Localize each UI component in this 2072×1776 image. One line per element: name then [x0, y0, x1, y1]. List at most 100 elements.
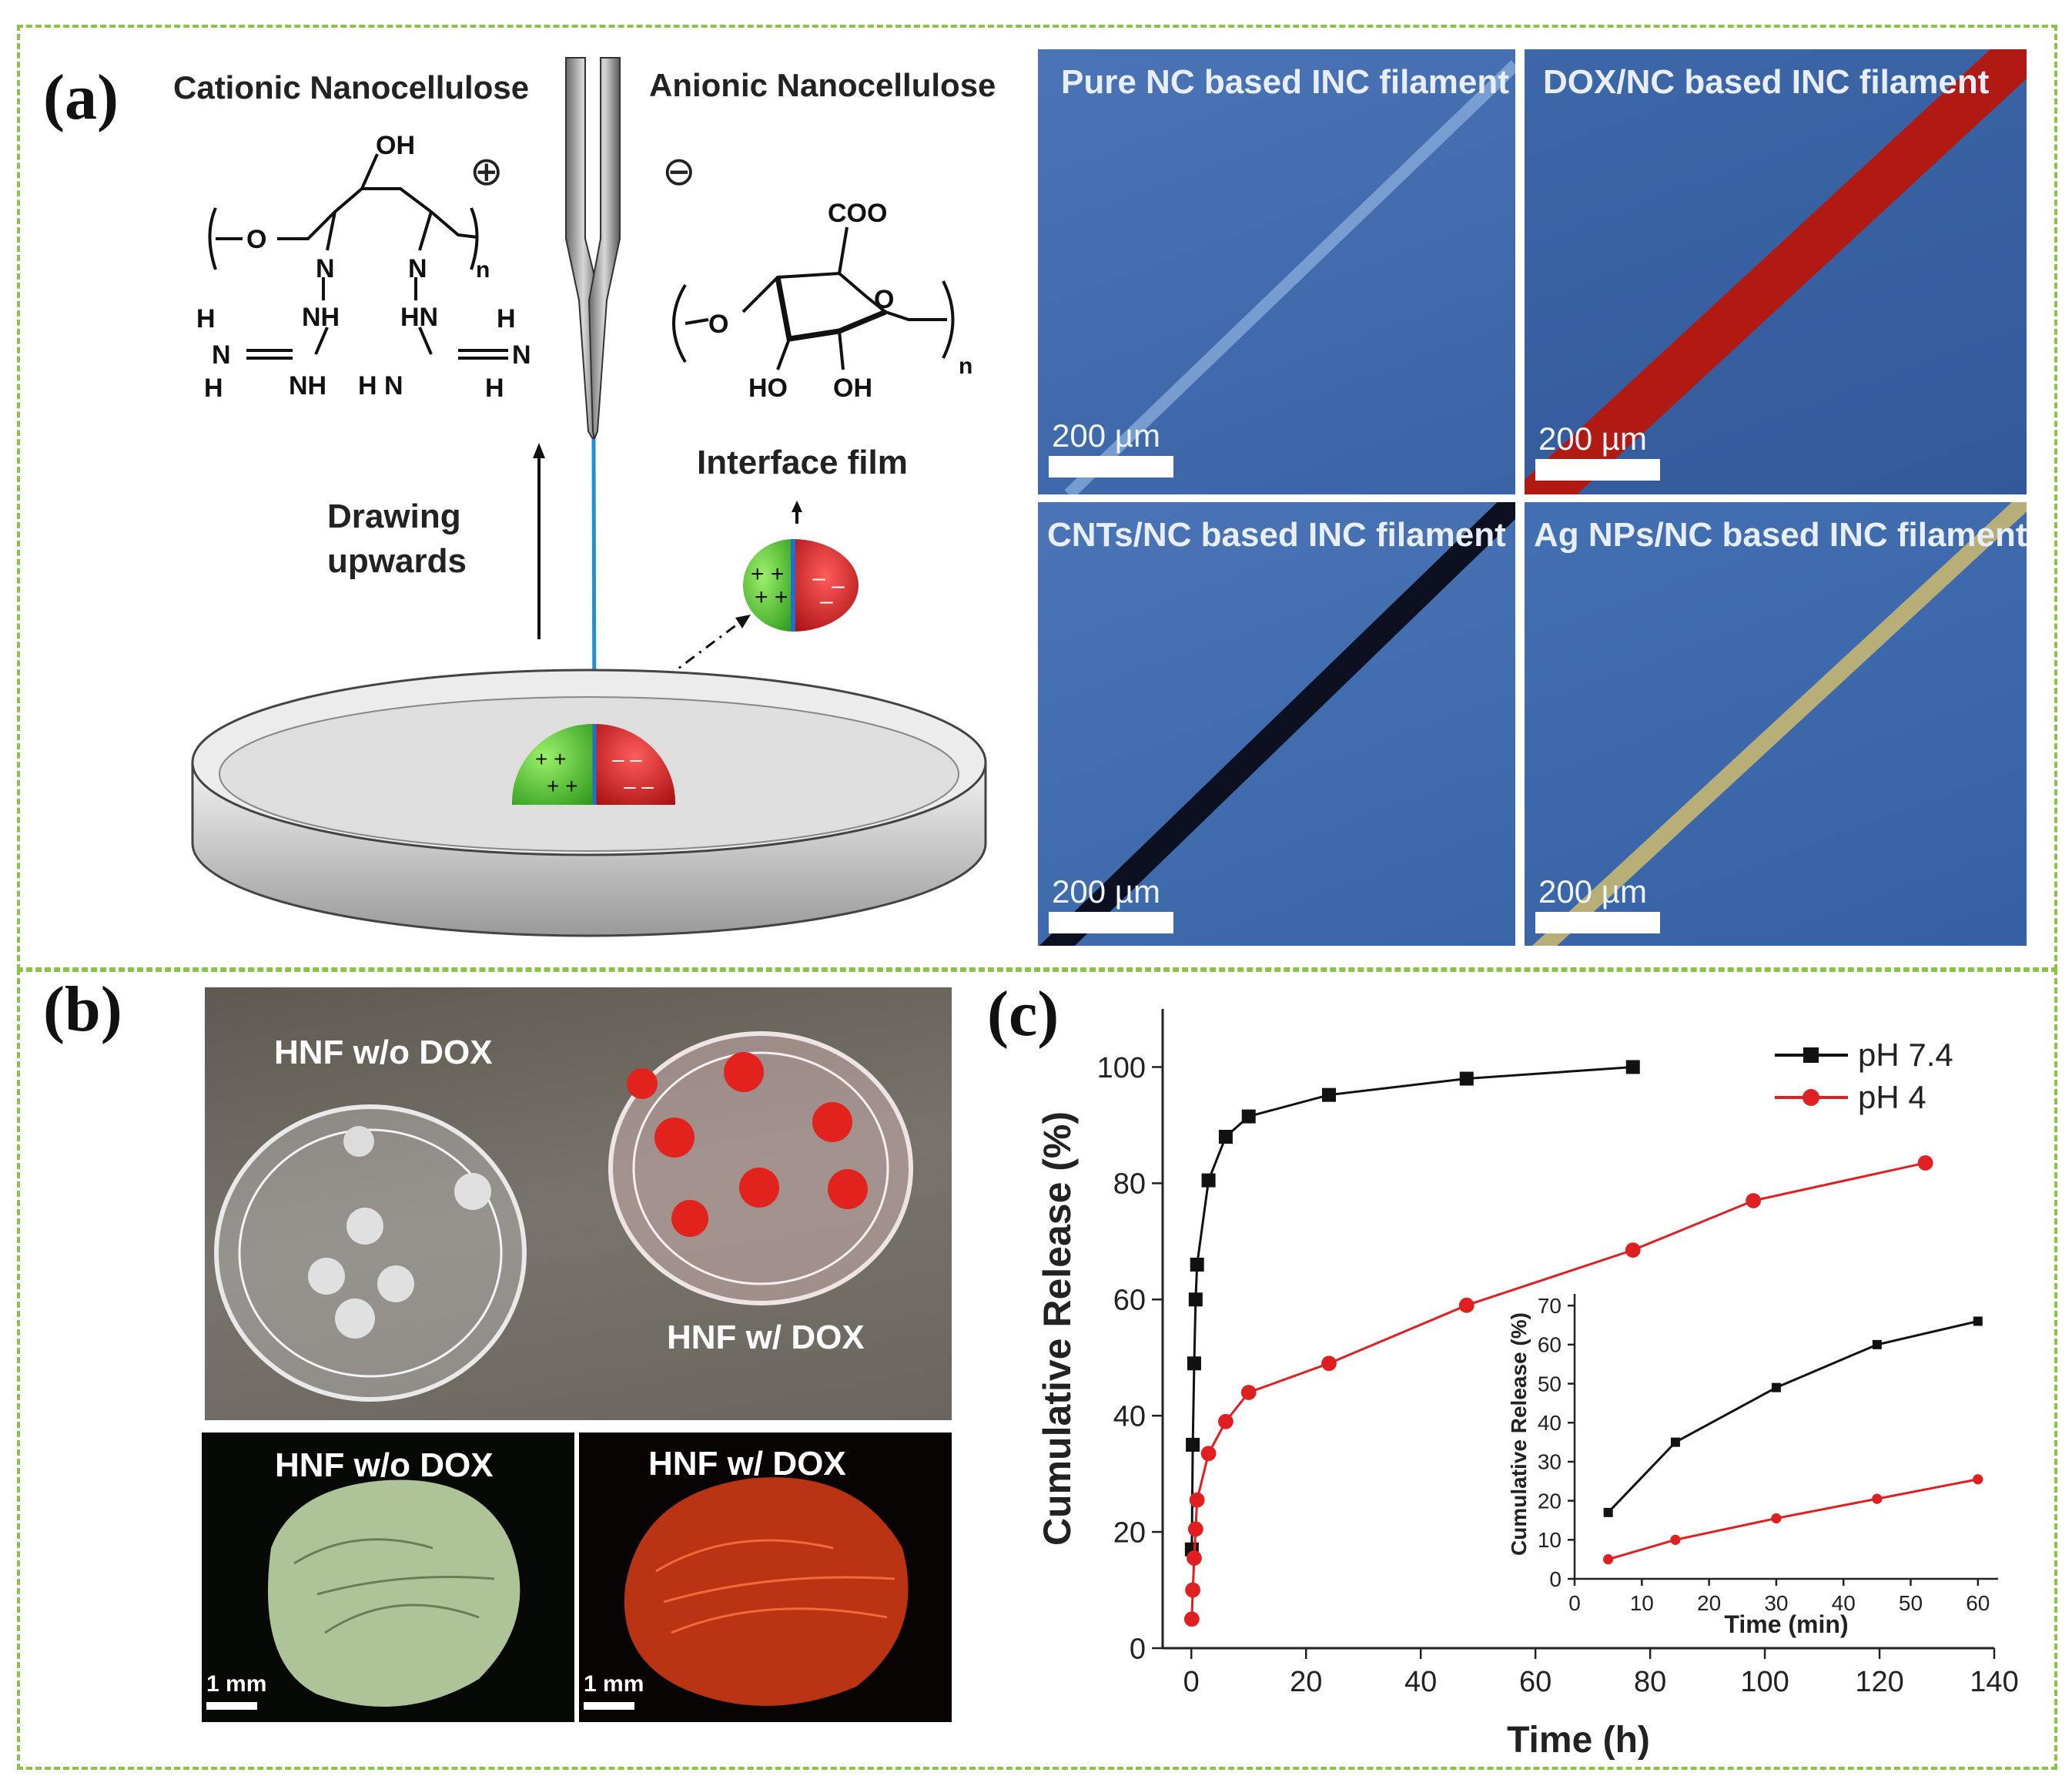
inset-y-tick-label: 0: [1549, 1567, 1562, 1591]
inset-data-point-square: [1973, 1316, 1983, 1326]
y-tick-label: 0: [1130, 1633, 1146, 1665]
data-point-circle: [1321, 1355, 1337, 1372]
fluorescence-label-with-dox: HNF w/ DOX: [648, 1445, 846, 1483]
photo-label-with-dox: HNF w/ DOX: [667, 1319, 865, 1356]
data-point-square: [1459, 1071, 1474, 1086]
scale-bar-label: 200 µm: [1052, 417, 1160, 454]
data-point-square: [1625, 1060, 1640, 1074]
panel-c-label: (c): [987, 978, 1059, 1050]
fluorescence-without-dox: HNF w/o DOX 1 mm: [202, 1433, 574, 1722]
micrograph-title: Ag NPs/NC based INC filament: [1534, 516, 2027, 554]
data-point-circle: [1187, 1521, 1203, 1537]
y-tick-label: 40: [1113, 1400, 1146, 1433]
svg-text:– –: – –: [612, 747, 642, 771]
series-line-0: [1190, 1065, 1633, 1550]
inset-data-point-circle: [1670, 1534, 1681, 1545]
x-tick-label: 60: [1519, 1666, 1551, 1698]
inset-chart: 0 10 20 30 40 50 60 0 10 20 30 40 50 60 70 Cumulative …: [1507, 1294, 1998, 1638]
x-tick-label: 80: [1634, 1666, 1666, 1698]
data-point-square: [1322, 1087, 1336, 1102]
inset-x-tick-label: 10: [1630, 1591, 1654, 1615]
legend-label-ph4: pH 4: [1858, 1079, 1926, 1115]
panel-a-schematic: Cationic Nanocellulose Anionic Nanocellu…: [169, 46, 1016, 955]
scale-bar: [1535, 912, 1660, 933]
inset-x-tick-label: 0: [1568, 1591, 1581, 1615]
inset-data-point-circle: [1973, 1474, 1983, 1485]
inset-y-tick-label: 60: [1538, 1333, 1562, 1357]
interface-film-circle: + + + + – – –: [743, 539, 859, 632]
chem-oh-1: OH: [376, 131, 415, 160]
scale-bar-label: 200 µm: [1538, 873, 1647, 910]
fluorescence-with-dox: HNF w/ DOX 1 mm: [579, 1433, 952, 1722]
chem-nh: NH: [302, 303, 340, 332]
chem-h-2: H: [497, 304, 516, 333]
fluorescence-label-without-dox: HNF w/o DOX: [275, 1446, 494, 1484]
panel-b-label: (b): [43, 973, 122, 1045]
inset-x-tick-label: 50: [1899, 1591, 1923, 1615]
inset-data-point-circle: [1603, 1554, 1614, 1565]
inset-data-point-circle: [1771, 1513, 1782, 1524]
x-tick-label: 100: [1740, 1666, 1789, 1698]
inset-y-tick-label: 20: [1538, 1489, 1562, 1513]
data-point-square: [1218, 1130, 1233, 1144]
inset-x-tick-label: 30: [1764, 1591, 1788, 1615]
interface-film-label: Interface film: [697, 444, 908, 481]
data-point-circle: [1218, 1413, 1233, 1429]
data-point-square: [1190, 1258, 1204, 1272]
data-point-circle: [1200, 1446, 1217, 1462]
svg-text:+ +: + +: [755, 585, 788, 610]
micrograph-title: CNTs/NC based INC filament: [1047, 516, 1506, 554]
panel-a-label: (a): [43, 62, 119, 133]
inset-y-tick-label: 70: [1538, 1294, 1562, 1318]
main-axes: [1161, 1009, 1994, 1650]
svg-text:–: –: [820, 588, 833, 614]
plus-charge-symbol: ⊕: [470, 149, 504, 194]
inset-data-point-square: [1872, 1339, 1882, 1349]
chem-o-2: O: [708, 310, 728, 339]
svg-text:– –: – –: [624, 774, 654, 798]
x-tick-label: 0: [1183, 1666, 1200, 1698]
x-tick-label: 40: [1404, 1666, 1437, 1698]
scale-bar: [1535, 459, 1660, 481]
scale-bar-label: 200 µm: [1052, 873, 1160, 910]
chem-h2n: H N: [358, 371, 403, 400]
inset-y-tick-label: 50: [1538, 1372, 1562, 1396]
x-tick-label: 120: [1855, 1666, 1903, 1698]
svg-text:+ +: + +: [535, 747, 566, 771]
minus-charge-symbol: ⊖: [662, 149, 696, 194]
anionic-title: Anionic Nanocellulose: [649, 67, 996, 103]
y-tick-label: 80: [1113, 1168, 1146, 1201]
drawing-label-2: upwards: [327, 542, 467, 580]
data-point-square: [1188, 1292, 1203, 1307]
y-tick-label: 60: [1113, 1285, 1146, 1317]
fluorescence-scale-bar-right: [584, 1702, 634, 1710]
data-point-circle: [1183, 1611, 1200, 1627]
inset-x-tick-label: 60: [1966, 1591, 1990, 1615]
inset-y-tick-label: 10: [1538, 1528, 1562, 1552]
inset-data-point-circle: [1872, 1493, 1883, 1504]
chem-n-sub-2: n: [959, 354, 972, 379]
data-point-circle: [1240, 1385, 1257, 1400]
data-point-circle: [1746, 1193, 1762, 1208]
chem-coo: COO: [828, 199, 887, 228]
inset-data-point-square: [1771, 1382, 1781, 1392]
droplet: + + + + – – – –: [511, 723, 676, 805]
inset-y-tick-label: 40: [1538, 1411, 1562, 1435]
chem-h-4: H: [485, 374, 504, 403]
data-point-circle: [1458, 1297, 1475, 1313]
data-point-square: [1187, 1356, 1201, 1371]
svg-text:–: –: [832, 573, 845, 598]
chem-oh-2: OH: [833, 374, 872, 403]
legend-label-ph74: pH 7.4: [1858, 1037, 1953, 1073]
y-axis-label: Cumulative Release (%): [1036, 1111, 1079, 1546]
inset-series-line-0: [1607, 1320, 1979, 1513]
y-tick-label: 20: [1113, 1516, 1146, 1549]
svg-text:–: –: [812, 565, 825, 591]
micrograph-ag-nps-nc: Ag NPs/NC based INC filament 200 µm: [1525, 502, 2027, 946]
chem-n-atom-3: N: [212, 340, 231, 370]
inset-x-axis-label: Time (min): [1724, 1610, 1848, 1638]
scale-bar-label: 200 µm: [1538, 421, 1647, 457]
inset-y-tick-label: 30: [1538, 1450, 1562, 1474]
scale-bar: [1049, 912, 1173, 933]
